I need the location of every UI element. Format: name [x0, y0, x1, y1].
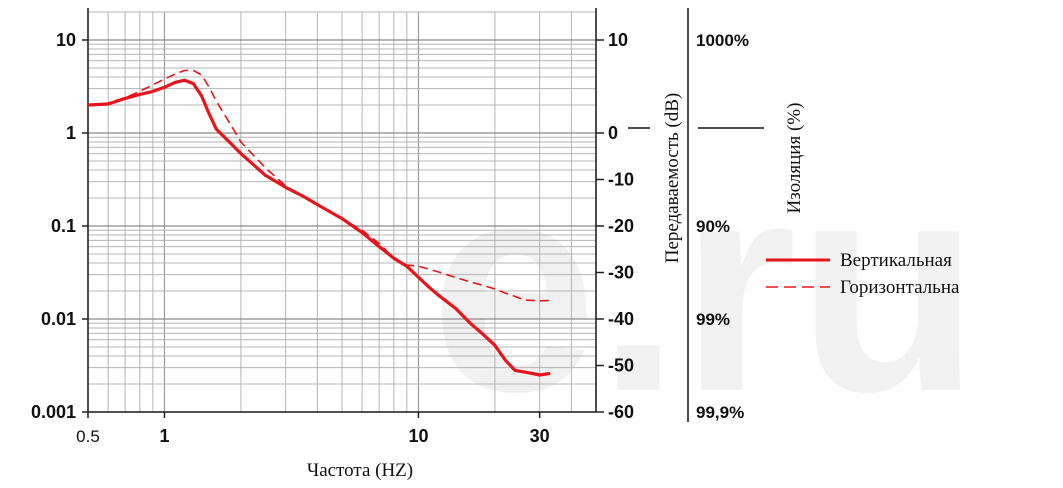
y-tick-label: 10 — [56, 30, 76, 50]
db-tick-label: -30 — [608, 263, 634, 283]
db-tick-label: -40 — [608, 309, 634, 329]
x-tick-label: 10 — [408, 426, 428, 446]
db-tick-label: -60 — [608, 402, 634, 422]
series-group — [87, 69, 551, 377]
x-tick-label: 0.5 — [76, 427, 100, 446]
series-line-horizontal — [87, 69, 551, 302]
db-tick-label: -10 — [608, 170, 634, 190]
db-tick-label: 0 — [608, 123, 618, 143]
legend-label-vertical: Вертикальная — [840, 250, 952, 271]
legend: Вертикальная Горизонтальна — [766, 250, 960, 298]
x-axis-title: Частота (HZ) — [307, 460, 413, 481]
legend-label-horizontal: Горизонтальна — [840, 277, 960, 298]
db-tick-label: -20 — [608, 216, 634, 236]
y-tick-label: 0.01 — [41, 309, 76, 329]
isolation-tick-label: 90% — [696, 217, 730, 236]
isolation-tick-label: 1000% — [696, 31, 749, 50]
watermark: e.ru — [430, 118, 980, 454]
isolation-tick-label: 99% — [696, 310, 730, 329]
right-axis-title: Передаваемость (dB) — [662, 93, 683, 264]
y-tick-label: 0.001 — [31, 402, 76, 422]
db-tick-label: 10 — [608, 30, 628, 50]
tick-labels: 10 1 0.1 0.01 0.001 10 0 -10 -20 -30 -40 -50 -60 1000… — [31, 30, 749, 446]
isolation-axis-title: Изоляция (%) — [784, 103, 805, 214]
y-tick-label: 1 — [66, 123, 76, 143]
db-tick-label: -50 — [608, 356, 634, 376]
x-tick-label: 1 — [159, 426, 169, 446]
isolation-tick-label: 99,9% — [696, 403, 744, 422]
plot-frame — [87, 8, 597, 413]
x-tick-label: 30 — [530, 426, 550, 446]
y-tick-label: 0.1 — [51, 216, 76, 236]
